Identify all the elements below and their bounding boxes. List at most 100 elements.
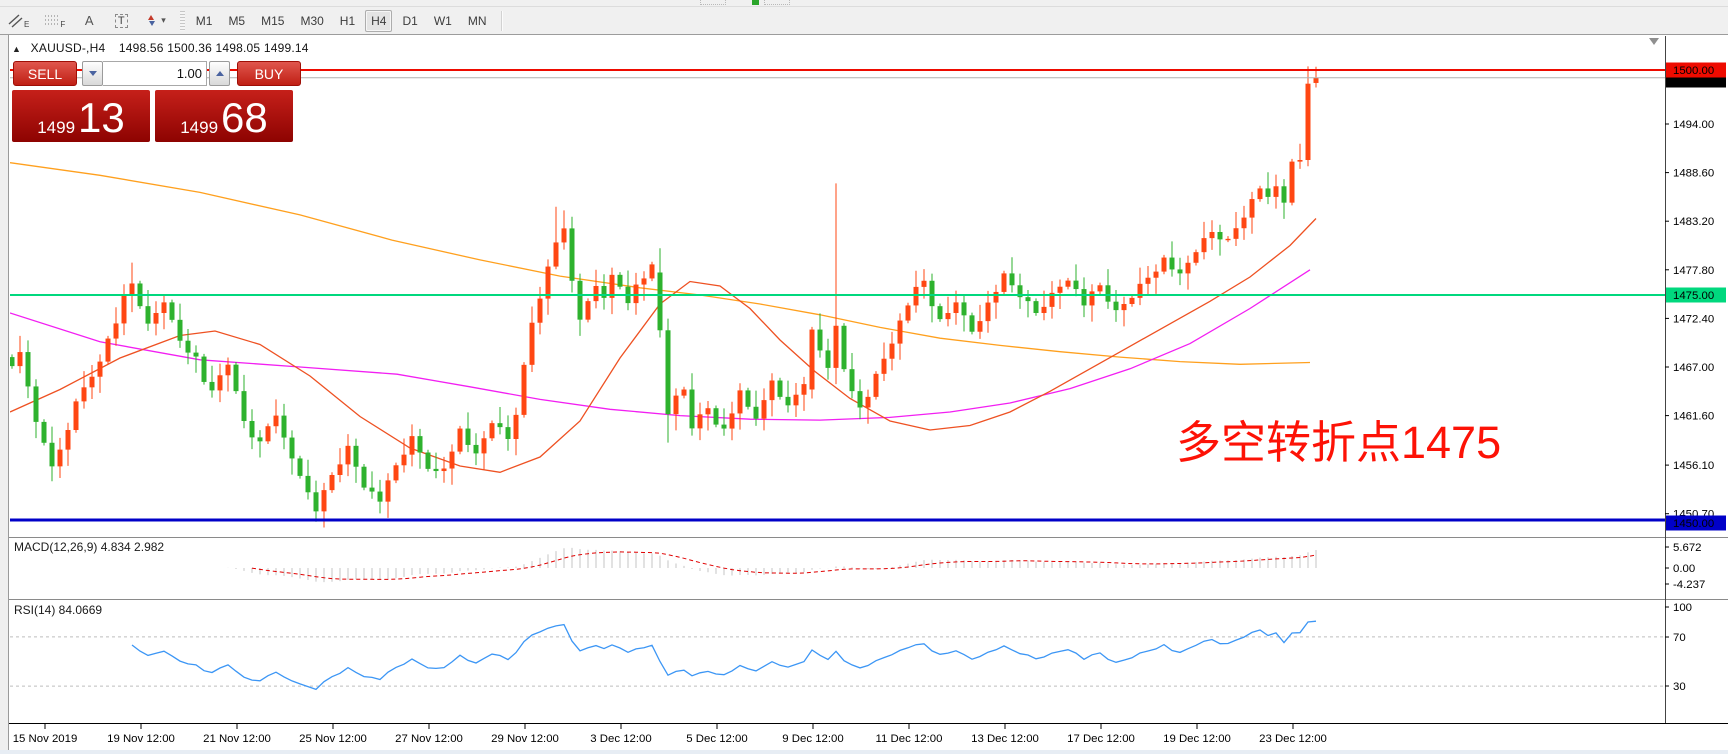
collapse-panel-icon[interactable]: ▲ [12, 44, 22, 54]
toolbar-grip[interactable] [179, 10, 185, 31]
moving-averages-layer [10, 162, 1317, 473]
x-axis-label: 5 Dec 12:00 [686, 733, 747, 745]
timeframe-button-d1[interactable]: D1 [402, 13, 418, 28]
price-badge-label: 1500.00 [1673, 65, 1714, 77]
x-axis-label: 19 Dec 12:00 [1163, 733, 1231, 745]
x-axis-label: 15 Nov 2019 [13, 733, 78, 745]
x-axis-label: 27 Nov 12:00 [395, 733, 463, 745]
y-axis-label: 1494.00 [1673, 119, 1714, 131]
fibonacci-tool-label: F [60, 20, 66, 29]
channel-tool-button[interactable]: E [2, 10, 35, 32]
x-axis-label: 9 Dec 12:00 [782, 733, 843, 745]
rsi-axis-label: 100 [1673, 602, 1692, 614]
x-axis-label: 21 Nov 12:00 [203, 733, 271, 745]
rsi-axis-label: 70 [1673, 632, 1686, 644]
arrows-tool-icon [148, 15, 156, 26]
macd-axis-label: 0.00 [1673, 563, 1695, 575]
x-axis-label: 25 Nov 12:00 [299, 733, 367, 745]
ma-slow-orange [10, 162, 1311, 365]
price-badge-label: 1450.00 [1673, 518, 1714, 530]
text-label-tool-icon: A [84, 13, 94, 28]
macd-axis-label: 5.672 [1673, 542, 1702, 554]
window-top-edge [0, 0, 1728, 7]
status-bar-edge [0, 750, 1728, 754]
chevron-down-icon: ▾ [161, 15, 166, 25]
chart-title: ▲ XAUUSD-,H4 1498.56 1500.36 1498.05 149… [12, 41, 309, 55]
text-label-tool-button[interactable]: A [75, 10, 103, 32]
rsi-indicator-label: RSI(14) 84.0669 [14, 603, 103, 617]
text-tool-button[interactable]: T [107, 10, 135, 32]
buy-price-pips: 68 [221, 94, 268, 141]
macd-axis-label: -4.237 [1673, 579, 1705, 591]
timeframe-button-m30[interactable]: M30 [300, 13, 324, 28]
time-axis[interactable]: 15 Nov 2019 19 Nov 12:00 21 Nov 12:00 25 No… [13, 724, 1327, 745]
buy-button[interactable]: BUY [237, 61, 301, 86]
x-axis-label: 29 Nov 12:00 [491, 733, 559, 745]
timeframe-button-mn[interactable]: MN [467, 13, 487, 28]
y-axis-label: 1461.60 [1673, 411, 1714, 423]
toolbar-remnant-box [700, 0, 726, 5]
volume-increase-button[interactable] [209, 61, 230, 86]
price-badge [1666, 287, 1726, 303]
rsi-line [131, 620, 1317, 691]
timeframe-button-h1[interactable]: H1 [339, 13, 356, 28]
rsi-axis-label: 30 [1673, 681, 1686, 693]
ma-red [10, 218, 1317, 473]
y-axis-label: 1456.10 [1673, 460, 1714, 472]
timeframe-button-m5[interactable]: M5 [228, 13, 246, 28]
sell-button[interactable]: SELL [13, 61, 77, 86]
chart-ohlc-values: 1498.56 1500.36 1498.05 1499.14 [118, 41, 309, 55]
channel-tool-label: E [24, 20, 30, 29]
y-axis-label: 1488.60 [1673, 168, 1714, 180]
macd-indicator-label: MACD(12,26,9) 4.834 2.982 [14, 540, 165, 554]
toolbar-separator [500, 10, 503, 31]
chart-text-annotation: 多空转折点1475 [1176, 417, 1502, 468]
chart-symbol: XAUUSD-,H4 [30, 41, 106, 55]
price-axis[interactable]: 1494.00 1488.60 1483.20 1477.80 1472.40 1467.… [1665, 62, 1726, 694]
text-tool-icon: T [114, 13, 128, 28]
toolbar-remnant-green [752, 0, 759, 5]
y-axis-label: 1467.00 [1673, 362, 1714, 374]
x-axis-label: 3 Dec 12:00 [590, 733, 651, 745]
buy-price-main: 1499 [180, 118, 219, 137]
price-badge-label: 1475.00 [1673, 290, 1714, 302]
sell-quote-panel[interactable]: 1499 13 [12, 90, 150, 142]
timeframe-button-m15[interactable]: M15 [261, 13, 285, 28]
x-axis-label: 19 Nov 12:00 [107, 733, 175, 745]
price-badge-label: 1499.14 [1673, 75, 1714, 87]
timeframe-button-h4[interactable]: H4 [365, 9, 393, 32]
sell-price-main: 1499 [37, 118, 76, 137]
y-axis-label: 1477.80 [1673, 265, 1714, 277]
arrows-tool-button[interactable]: ▾ [139, 10, 172, 32]
volume-decrease-button[interactable] [82, 61, 103, 86]
chevron-down-icon [88, 71, 97, 76]
macd-layer [227, 547, 1317, 583]
toolbar-remnant-box [764, 0, 790, 5]
panel-frames [0, 34, 1728, 724]
macd-signal-line [251, 551, 1317, 580]
x-axis-label: 17 Dec 12:00 [1067, 733, 1135, 745]
y-axis-label: 1472.40 [1673, 313, 1714, 325]
ma-magenta [10, 269, 1311, 421]
fibonacci-tool-icon [45, 15, 60, 24]
channel-tool-icon [8, 13, 23, 28]
price-badge [1666, 515, 1726, 531]
timeframe-button-m1[interactable]: M1 [195, 13, 213, 28]
panel-divider-rsi[interactable] [0, 598, 1728, 602]
window-left-frame [0, 34, 9, 754]
volume-input[interactable] [103, 61, 207, 86]
chart-shift-marker-icon[interactable] [1649, 38, 1659, 45]
sell-price-pips: 13 [78, 94, 125, 141]
chevron-up-icon [215, 71, 224, 76]
fibonacci-tool-button[interactable]: F [39, 10, 71, 32]
x-axis-label: 13 Dec 12:00 [971, 733, 1039, 745]
rsi-layer [10, 620, 1665, 691]
x-axis-label: 23 Dec 12:00 [1259, 733, 1327, 745]
price-badge [1666, 62, 1726, 78]
x-axis-label: 11 Dec 12:00 [876, 733, 943, 745]
buy-quote-panel[interactable]: 1499 68 [155, 90, 293, 142]
timeframe-button-w1[interactable]: W1 [433, 13, 452, 28]
panel-divider-macd[interactable] [0, 536, 1728, 540]
one-click-trading-panel: SELL BUY [13, 61, 301, 86]
